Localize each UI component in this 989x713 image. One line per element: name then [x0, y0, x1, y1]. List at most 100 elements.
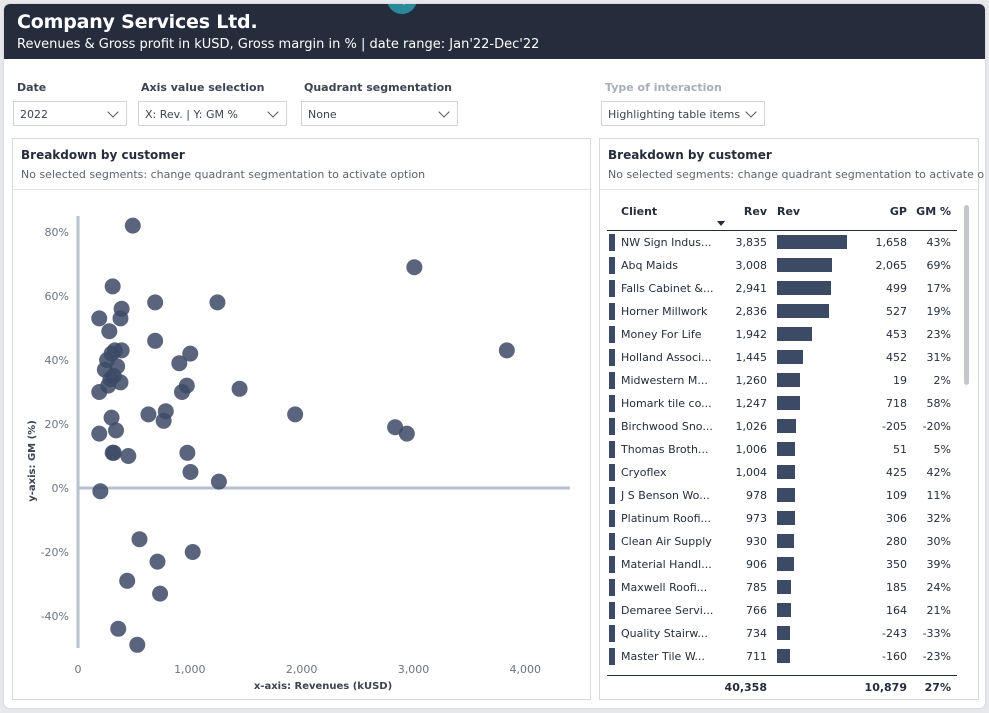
cell-client: NW Sign Indus... [621, 236, 712, 249]
row-selector[interactable] [609, 464, 615, 481]
scatter-point[interactable] [103, 409, 120, 426]
table-scrollbar[interactable] [964, 205, 969, 385]
scatter-point[interactable] [104, 444, 121, 461]
table-row[interactable]: Birchwood Sno... 1,026 -205 -20% [607, 415, 957, 438]
column-header-gp[interactable]: GP [889, 205, 907, 218]
scatter-point[interactable] [173, 384, 190, 400]
row-selector[interactable] [609, 326, 615, 343]
scatter-point[interactable] [92, 483, 109, 500]
table-row[interactable]: J S Benson Wo... 978 109 11% [607, 484, 957, 507]
scatter-point[interactable] [124, 217, 141, 234]
table-row[interactable]: Demaree Servi... 766 164 21% [607, 599, 957, 622]
row-selector[interactable] [609, 303, 615, 320]
cell-gp: 280 [886, 535, 907, 548]
scatter-point[interactable] [387, 419, 404, 436]
scatter-point[interactable] [104, 278, 121, 295]
scatter-point[interactable] [112, 310, 129, 327]
scatter-point[interactable] [209, 294, 226, 311]
table-panel: Breakdown by customer No selected segmen… [599, 138, 985, 700]
focus-mode-icon[interactable]: ↖ [387, 4, 417, 14]
scatter-point[interactable] [498, 342, 515, 359]
table-row[interactable]: NW Sign Indus... 3,835 1,658 43% [607, 231, 957, 254]
row-selector[interactable] [609, 418, 615, 435]
scatter-point[interactable] [108, 422, 125, 439]
axis-dropdown[interactable]: X: Rev. | Y: GM % [138, 101, 287, 126]
scatter-point[interactable] [149, 553, 166, 570]
scatter-point[interactable] [110, 620, 127, 637]
table-row[interactable]: Cryoflex 1,004 425 42% [607, 461, 957, 484]
scatter-point[interactable] [120, 448, 137, 464]
table-row[interactable]: Abq Maids 3,008 2,065 69% [607, 254, 957, 277]
rev-bar [777, 350, 804, 364]
table-row[interactable]: Material Handl... 906 350 39% [607, 553, 957, 576]
cell-gm: 11% [926, 489, 951, 502]
scatter-point[interactable] [131, 531, 148, 548]
scatter-point[interactable] [112, 374, 129, 391]
row-selector[interactable] [609, 257, 615, 274]
table-row[interactable]: Maxwell Roofi... 785 185 24% [607, 576, 957, 599]
column-header-client[interactable]: Client [621, 205, 658, 218]
cell-client: Midwestern M... [621, 374, 708, 387]
sort-desc-icon[interactable] [717, 221, 725, 226]
cell-gm: 19% [926, 305, 951, 318]
table-row[interactable]: Falls Cabinet &... 2,941 499 17% [607, 277, 957, 300]
table-row[interactable]: Platinum Roofi... 973 306 32% [607, 507, 957, 530]
scatter-point[interactable] [119, 572, 136, 589]
row-selector[interactable] [609, 648, 615, 665]
scatter-point[interactable] [406, 259, 423, 276]
x-tick-label: 3,000 [398, 663, 430, 676]
scatter-point[interactable] [147, 294, 164, 311]
row-selector[interactable] [609, 533, 615, 550]
row-selector[interactable] [609, 556, 615, 573]
row-selector[interactable] [609, 349, 615, 366]
interaction-dropdown[interactable]: Highlighting table items [601, 101, 765, 126]
row-selector[interactable] [609, 280, 615, 297]
column-header-rev-bar[interactable]: Rev [777, 205, 801, 218]
row-selector[interactable] [609, 510, 615, 527]
row-selector[interactable] [609, 372, 615, 389]
rev-bar [777, 465, 796, 479]
scatter-point[interactable] [91, 310, 108, 327]
table-row[interactable]: Money For Life 1,942 453 23% [607, 323, 957, 346]
scatter-point[interactable] [129, 636, 146, 653]
row-selector[interactable] [609, 395, 615, 412]
scatter-point[interactable] [210, 473, 227, 490]
row-selector[interactable] [609, 234, 615, 251]
cell-rev: 1,942 [735, 328, 768, 341]
cell-client: Master Tile W... [621, 650, 705, 663]
table-row[interactable]: Thomas Broth... 1,006 51 5% [607, 438, 957, 461]
scatter-point[interactable] [231, 380, 248, 397]
row-selector[interactable] [609, 441, 615, 458]
row-selector[interactable] [609, 487, 615, 504]
scatter-point[interactable] [113, 342, 130, 359]
scatter-point[interactable] [91, 425, 108, 442]
scatter-point[interactable] [101, 323, 118, 340]
scatter-point[interactable] [171, 355, 188, 372]
date-dropdown[interactable]: 2022 [13, 101, 127, 126]
scatter-chart[interactable]: -40% -20% 0% 20% 40% 60% 80% 0 1,000 2,000 3,000 4,… [13, 191, 590, 696]
scatter-point[interactable] [182, 464, 199, 480]
table-row[interactable]: Midwestern M... 1,260 19 2% [607, 369, 957, 392]
scatter-point[interactable] [184, 544, 201, 560]
scatter-point[interactable] [287, 406, 304, 423]
row-selector[interactable] [609, 602, 615, 619]
table-row[interactable]: Homark tile co... 1,247 718 58% [607, 392, 957, 415]
row-selector[interactable] [609, 625, 615, 642]
row-selector[interactable] [609, 579, 615, 596]
scatter-point[interactable] [152, 585, 169, 602]
scatter-point[interactable] [182, 345, 199, 362]
table-row[interactable]: Quality Stairw... 734 -243 -33% [607, 622, 957, 645]
cell-client: Homark tile co... [621, 397, 712, 410]
column-header-rev[interactable]: Rev [743, 205, 767, 218]
scatter-point[interactable] [155, 412, 172, 429]
scatter-point[interactable] [398, 425, 415, 442]
table-row[interactable]: Holland Associ... 1,445 452 31% [607, 346, 957, 369]
table-row[interactable]: Master Tile W... 711 -160 -23% [607, 645, 957, 668]
column-header-gm[interactable]: GM % [916, 205, 951, 218]
scatter-point[interactable] [140, 406, 157, 423]
scatter-point[interactable] [179, 444, 196, 461]
quadrant-dropdown[interactable]: None [301, 101, 458, 126]
table-row[interactable]: Clean Air Supply 930 280 30% [607, 530, 957, 553]
table-row[interactable]: Horner Millwork 2,836 527 19% [607, 300, 957, 323]
scatter-point[interactable] [147, 332, 164, 349]
